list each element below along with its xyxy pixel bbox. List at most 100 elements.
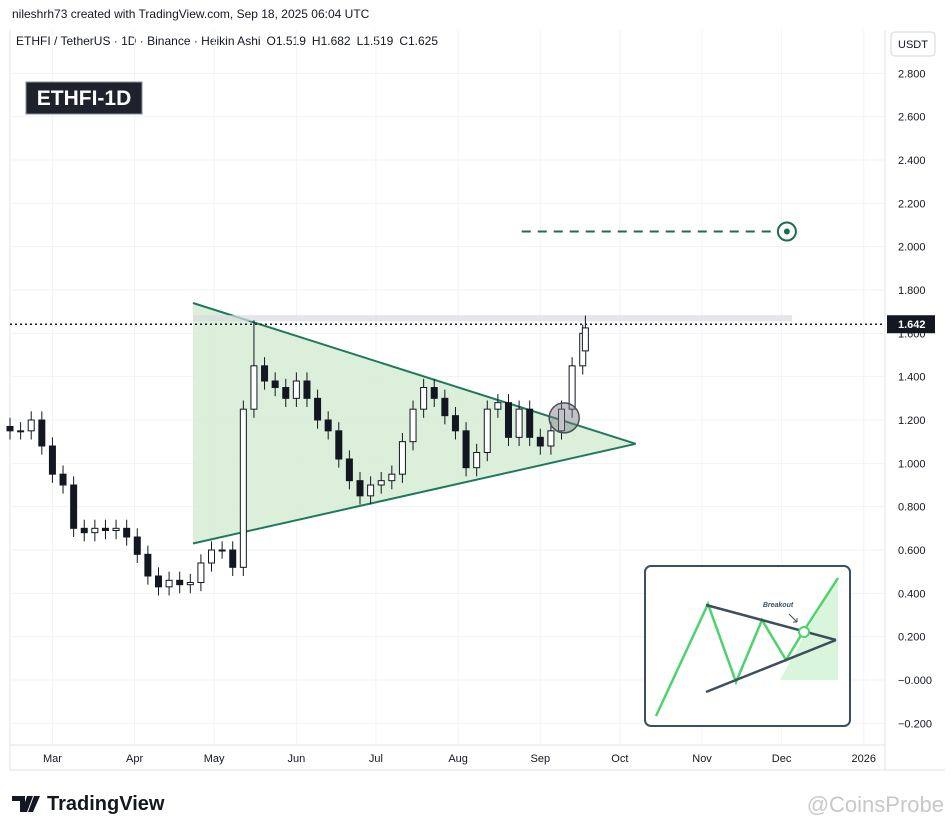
- candle-body: [292, 380, 300, 399]
- candle-body: [250, 365, 258, 410]
- candle-body: [377, 480, 385, 486]
- ohlc-key: C: [399, 34, 408, 48]
- y-tick-label: 0.400: [898, 588, 926, 600]
- inset-breakout: [798, 626, 810, 638]
- candle-body: [38, 419, 46, 447]
- badge-box: [25, 81, 143, 115]
- inset-line: [705, 638, 837, 694]
- chart-title: ETHFI / TetherUS · 1D · Binance · Heikin…: [16, 34, 438, 48]
- candle-body: [420, 387, 428, 410]
- candle-body: [186, 582, 194, 586]
- candle-body: [229, 549, 237, 568]
- x-tick-label: 2026: [852, 753, 876, 765]
- candle-body: [123, 527, 131, 538]
- candle-body: [70, 484, 78, 529]
- candle-body: [112, 527, 120, 531]
- candle-body: [536, 436, 544, 447]
- candle-body: [581, 327, 589, 352]
- resistance-band: [192, 315, 793, 322]
- candle-body: [356, 480, 364, 497]
- candle-body: [483, 408, 491, 453]
- price-label: 1.642: [898, 319, 926, 331]
- x-tick-label: Aug: [448, 753, 468, 765]
- ohlc-key: L: [357, 34, 364, 48]
- candle-body: [133, 536, 141, 555]
- candle-body: [494, 402, 502, 410]
- y-tick-label: −0.000: [898, 675, 932, 687]
- candle-body: [388, 473, 396, 482]
- candle-body: [197, 562, 205, 583]
- inset: Breakout: [644, 565, 851, 727]
- y-tick-label: 1.200: [898, 415, 926, 427]
- x-tick-label: Dec: [772, 753, 792, 765]
- candle-body: [451, 415, 459, 432]
- candle-body: [568, 365, 576, 410]
- ohlc-value: 1.682: [321, 34, 351, 48]
- candle-body: [282, 387, 290, 399]
- candle-body: [17, 430, 25, 433]
- candle-body: [6, 426, 14, 432]
- x-tick-label: Apr: [126, 753, 143, 765]
- candle-body: [441, 397, 449, 417]
- candle-body: [398, 441, 406, 475]
- triangle-lower: [192, 442, 636, 545]
- candle-body: [271, 380, 279, 388]
- candle-body: [409, 408, 417, 443]
- candle-body: [324, 419, 332, 432]
- ohlc-value: 1.625: [408, 34, 438, 48]
- inset-arrow: [788, 613, 798, 623]
- candle-body: [335, 430, 343, 460]
- x-tick-label: Jul: [369, 753, 383, 765]
- y-tick-label: 1.000: [898, 458, 926, 470]
- candle-body: [504, 402, 512, 438]
- symbol: ETHFI / TetherUS · 1D · Binance · Heikin…: [16, 34, 261, 48]
- x-tick-label: Jun: [287, 753, 305, 765]
- x-tick-label: May: [204, 753, 225, 765]
- ohlc-key: O: [267, 34, 276, 48]
- ohlc-value: 1.519: [363, 34, 393, 48]
- candle-body: [59, 473, 67, 486]
- currency-label[interactable]: USDT: [898, 39, 928, 51]
- candle-body: [80, 527, 88, 534]
- target-dot: [783, 228, 790, 235]
- candle-body: [48, 445, 56, 475]
- y-tick-label: 2.800: [898, 68, 926, 80]
- candle-body: [154, 575, 162, 588]
- candle-body: [367, 484, 375, 497]
- brand: TradingView: [12, 793, 165, 815]
- credit: nileshrh73 created with TradingView.com,…: [12, 7, 370, 21]
- candle-body: [239, 408, 247, 568]
- candle-body: [176, 579, 184, 586]
- y-tick-label: 2.600: [898, 112, 926, 124]
- price-label-box: [887, 315, 935, 334]
- candle-body: [261, 365, 269, 382]
- candle-body: [547, 430, 555, 447]
- candle-body: [473, 452, 481, 469]
- candle-body: [165, 579, 173, 588]
- y-tick-label: 1.800: [898, 285, 926, 297]
- y-tick-label: 0.800: [898, 502, 926, 514]
- y-tick-label: 0.600: [898, 545, 926, 557]
- candle-body: [526, 408, 534, 438]
- candle-body: [515, 408, 523, 438]
- x-tick-label: Mar: [43, 753, 62, 765]
- y-tick-label: −0.200: [898, 718, 932, 730]
- candle-body: [558, 408, 566, 432]
- candle-body: [208, 549, 216, 564]
- inset-label: Breakout: [763, 602, 794, 609]
- y-tick-label: 2.000: [898, 242, 926, 254]
- ohlc-value: 1.519: [276, 34, 306, 48]
- candle-body: [91, 527, 99, 534]
- currency-button[interactable]: [890, 31, 936, 57]
- candle-body: [314, 397, 322, 421]
- watermark: @CoinsProbe: [807, 792, 944, 817]
- logo: [12, 796, 40, 812]
- y-tick-label: 1.400: [898, 372, 926, 384]
- y-tick-label: 0.200: [898, 632, 926, 644]
- inset-line: [705, 603, 837, 642]
- breakout-marker: [548, 402, 580, 434]
- candle-body: [101, 527, 109, 531]
- y-tick-label: 2.200: [898, 198, 926, 210]
- inset-frame: [644, 565, 851, 727]
